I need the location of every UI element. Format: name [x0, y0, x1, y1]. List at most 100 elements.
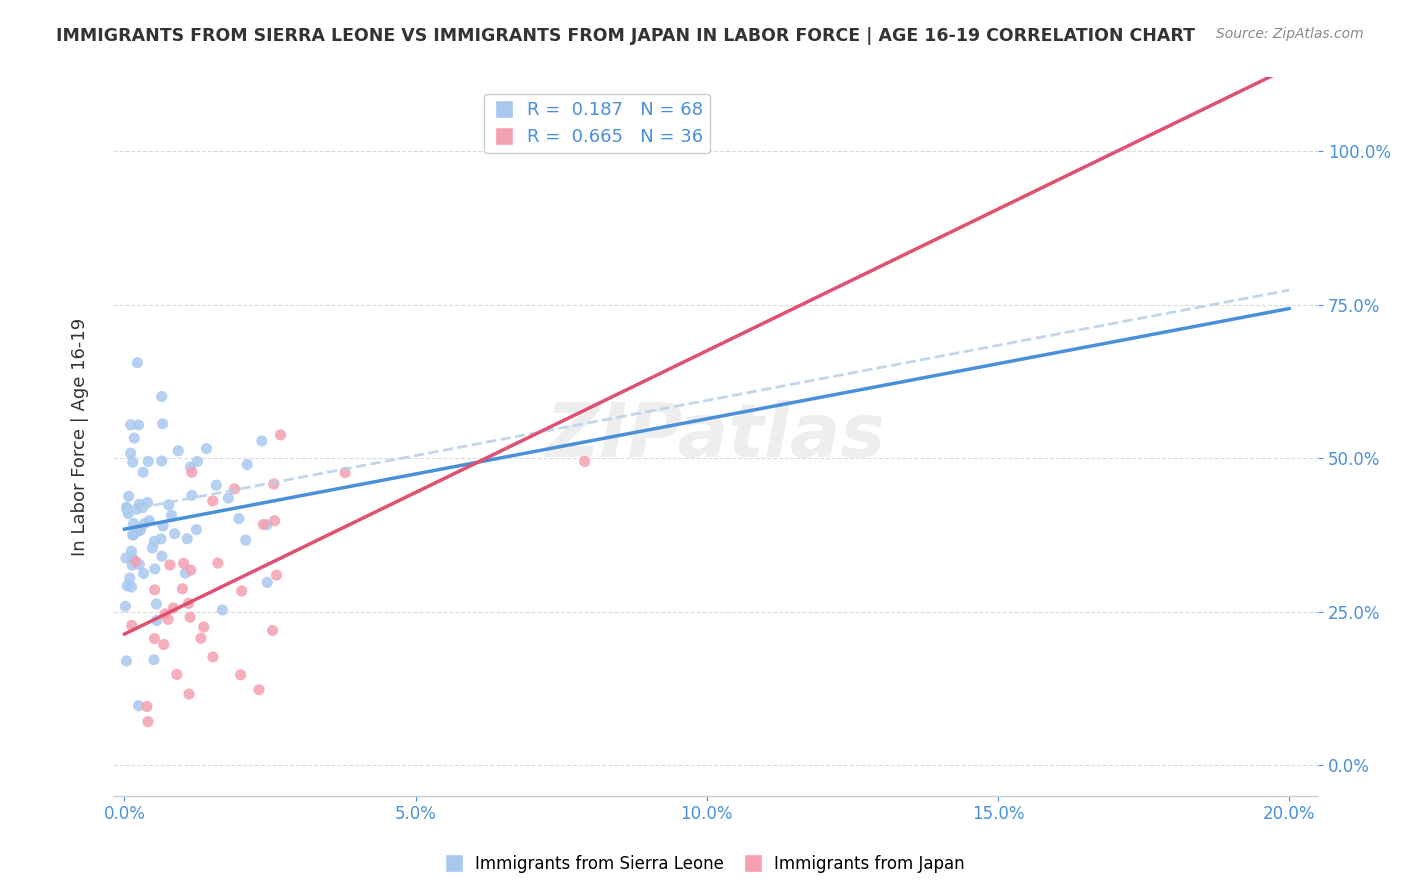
Point	[263, 514, 285, 528]
Point	[256, 517, 278, 532]
Point	[127, 524, 149, 539]
Point	[150, 390, 173, 404]
Point	[145, 614, 167, 628]
Text: ZIPatlas: ZIPatlas	[546, 401, 886, 473]
Point	[180, 460, 202, 475]
Point	[172, 582, 194, 596]
Point	[229, 667, 252, 681]
Point	[186, 454, 208, 468]
Point	[120, 580, 142, 594]
Point	[143, 562, 166, 576]
Point	[132, 566, 155, 581]
Point	[118, 571, 141, 585]
Point	[122, 528, 145, 542]
Point	[159, 558, 181, 572]
Point	[176, 532, 198, 546]
Point	[128, 497, 150, 511]
Point	[217, 491, 239, 505]
Point	[266, 568, 288, 582]
Point	[333, 466, 356, 480]
Point	[121, 551, 143, 566]
Point	[195, 442, 218, 456]
Point	[180, 488, 202, 502]
Point	[235, 533, 257, 547]
Point	[162, 601, 184, 615]
Point	[115, 501, 138, 516]
Y-axis label: In Labor Force | Age 16-19: In Labor Force | Age 16-19	[72, 318, 89, 556]
Point	[131, 500, 153, 515]
Point	[120, 544, 142, 558]
Point	[141, 541, 163, 555]
Point	[163, 526, 186, 541]
Point	[143, 534, 166, 549]
Point	[152, 417, 174, 431]
Point	[269, 428, 291, 442]
Point	[143, 582, 166, 597]
Point	[120, 446, 142, 460]
Point	[134, 516, 156, 531]
Point	[127, 356, 149, 370]
Point	[128, 521, 150, 535]
Point	[128, 698, 150, 713]
Point	[115, 579, 138, 593]
Point	[128, 417, 150, 432]
Point	[114, 599, 136, 614]
Point	[153, 607, 176, 621]
Point	[177, 596, 200, 610]
Point	[117, 507, 139, 521]
Point	[150, 549, 173, 564]
Point	[236, 458, 259, 472]
Point	[166, 667, 188, 681]
Point	[136, 454, 159, 468]
Point	[145, 597, 167, 611]
Point	[125, 555, 148, 569]
Point	[201, 494, 224, 508]
Point	[121, 618, 143, 632]
Point	[193, 620, 215, 634]
Text: Source: ZipAtlas.com: Source: ZipAtlas.com	[1216, 27, 1364, 41]
Point	[121, 455, 143, 469]
Point	[263, 477, 285, 491]
Point	[231, 584, 253, 599]
Point	[201, 649, 224, 664]
Point	[150, 454, 173, 468]
Point	[174, 566, 197, 581]
Point	[211, 603, 233, 617]
Point	[157, 498, 180, 512]
Point	[190, 632, 212, 646]
Point	[121, 558, 143, 573]
Point	[250, 434, 273, 448]
Point	[121, 528, 143, 542]
Point	[115, 654, 138, 668]
Point	[132, 466, 155, 480]
Point	[205, 478, 228, 492]
Point	[157, 612, 180, 626]
Point	[228, 511, 250, 525]
Point	[180, 465, 202, 479]
Point	[129, 523, 152, 537]
Point	[167, 443, 190, 458]
Point	[207, 556, 229, 570]
Point	[186, 523, 208, 537]
Point	[150, 532, 173, 546]
Point	[574, 454, 596, 468]
Point	[118, 489, 141, 503]
Legend: Immigrants from Sierra Leone, Immigrants from Japan: Immigrants from Sierra Leone, Immigrants…	[434, 848, 972, 880]
Point	[173, 557, 195, 571]
Point	[138, 514, 160, 528]
Point	[136, 495, 159, 509]
Point	[120, 417, 142, 432]
Point	[247, 682, 270, 697]
Point	[142, 653, 165, 667]
Point	[152, 638, 174, 652]
Text: IMMIGRANTS FROM SIERRA LEONE VS IMMIGRANTS FROM JAPAN IN LABOR FORCE | AGE 16-19: IMMIGRANTS FROM SIERRA LEONE VS IMMIGRAN…	[56, 27, 1195, 45]
Point	[224, 482, 246, 496]
Legend: R =  0.187   N = 68, R =  0.665   N = 36: R = 0.187 N = 68, R = 0.665 N = 36	[484, 94, 710, 153]
Point	[115, 550, 138, 565]
Point	[128, 558, 150, 572]
Point	[256, 575, 278, 590]
Point	[252, 517, 274, 532]
Point	[180, 563, 202, 577]
Point	[122, 431, 145, 445]
Point	[179, 610, 201, 624]
